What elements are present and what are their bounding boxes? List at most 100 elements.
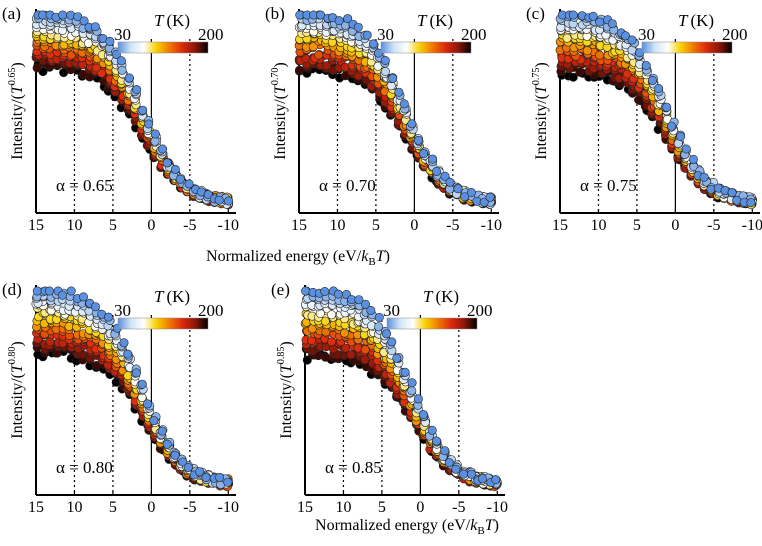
alpha-label: α = 0.80	[56, 458, 113, 477]
data-point	[64, 321, 74, 331]
data-point	[117, 65, 127, 75]
colorbar-max-label: 200	[198, 301, 224, 320]
data-point	[388, 73, 398, 83]
data-point	[688, 154, 698, 164]
alpha-label: α = 0.70	[319, 176, 376, 195]
x-tick-label: 0	[410, 217, 418, 234]
colorbar-min-label: 30	[383, 301, 400, 320]
data-point	[343, 14, 353, 24]
colorbar: 30 200 T (K)	[114, 11, 224, 54]
panel-label: (d)	[2, 280, 22, 299]
data-point	[215, 472, 225, 482]
data-point	[124, 73, 134, 83]
data-point	[170, 164, 180, 174]
colorbar-title: T (K)	[678, 11, 714, 30]
alpha-label: α = 0.85	[325, 458, 382, 477]
data-point	[419, 149, 429, 159]
data-point	[44, 286, 54, 296]
data-point	[460, 192, 470, 202]
colorbar: 30 200 T (K)	[638, 11, 748, 54]
data-point	[607, 19, 617, 29]
data-point	[746, 198, 756, 208]
data-point	[301, 286, 311, 296]
data-point	[66, 286, 76, 296]
data-point	[445, 177, 455, 187]
alpha-label: α = 0.75	[580, 176, 637, 195]
data-point	[428, 154, 438, 164]
colorbar-gradient	[386, 317, 478, 330]
data-point	[334, 16, 344, 26]
x-tick-label: 0	[147, 217, 155, 234]
data-point	[491, 475, 501, 485]
colorbar-min-label: 30	[638, 25, 655, 44]
data-point	[175, 174, 185, 184]
data-point	[681, 144, 691, 154]
data-point	[732, 195, 742, 205]
data-point	[320, 286, 330, 296]
x-tick-label: -5	[183, 217, 196, 234]
data-point	[132, 85, 142, 95]
x-tick-label: -10	[487, 499, 508, 516]
data-point	[32, 63, 42, 73]
y-axis-title: Intensity/(T0.80)	[7, 341, 26, 439]
data-point	[79, 16, 89, 26]
data-point	[203, 190, 213, 200]
colorbar-min-label: 30	[114, 301, 131, 320]
data-point	[97, 68, 107, 78]
data-point	[183, 462, 193, 472]
data-point	[223, 477, 233, 487]
y-axis-title: Intensity/(T0.70)	[270, 62, 289, 160]
data-point	[627, 35, 637, 45]
data-point	[104, 312, 114, 322]
data-point	[73, 12, 83, 22]
data-point	[399, 99, 409, 109]
panel-label: (e)	[271, 280, 290, 299]
colorbar-min-label: 30	[377, 25, 394, 44]
colorbar-gradient	[117, 41, 209, 54]
data-point	[79, 292, 89, 302]
data-point	[387, 337, 397, 347]
x-tick-label: 15	[297, 499, 313, 516]
colorbar-title: T (K)	[417, 11, 453, 30]
data-point	[588, 11, 598, 21]
data-point	[32, 286, 42, 296]
data-point	[413, 394, 423, 404]
data-point	[368, 39, 378, 49]
data-point	[131, 368, 141, 378]
data-point	[58, 10, 68, 20]
data-point	[314, 50, 324, 60]
data-point	[407, 386, 417, 396]
svg-text:Normalized energy (eV/kBT): Normalized energy (eV/kBT)	[206, 248, 390, 268]
data-point	[327, 310, 337, 320]
data-point	[466, 188, 476, 198]
colorbar-max-label: 200	[461, 25, 487, 44]
data-point	[214, 195, 224, 205]
data-point	[575, 67, 585, 77]
data-point	[170, 450, 180, 460]
data-point	[400, 367, 410, 377]
data-point	[706, 184, 716, 194]
data-point	[407, 119, 417, 129]
data-point	[654, 84, 664, 94]
data-point	[676, 132, 686, 142]
panel-d: 15 10 5 0 -5 -10 (d) α = 0.80 Intensity/(T0.80) 3…	[2, 280, 239, 516]
x-tick-label: -5	[707, 217, 720, 234]
colorbar-max-label: 200	[722, 25, 748, 44]
data-point	[90, 22, 100, 32]
x-tick-label: 5	[372, 217, 380, 234]
data-point	[568, 72, 578, 82]
x-tick-label: 0	[671, 217, 679, 234]
data-point	[477, 474, 487, 484]
colorbar-title: T (K)	[423, 287, 459, 306]
data-point	[667, 121, 677, 131]
data-point	[432, 166, 442, 176]
colorbar-title: T (K)	[154, 287, 190, 306]
data-point	[137, 379, 147, 389]
data-point	[184, 179, 194, 189]
data-point	[562, 33, 572, 43]
x-tick-label: 0	[147, 499, 155, 516]
data-point	[394, 87, 404, 97]
panel-label: (b)	[265, 4, 285, 23]
colorbar-gradient	[117, 317, 209, 330]
x-tick-label: 15	[291, 217, 307, 234]
